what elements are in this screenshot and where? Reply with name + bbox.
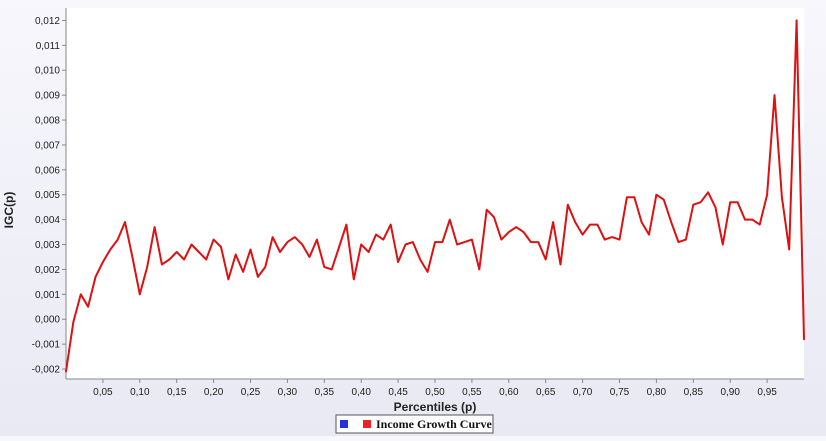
y-tick-label: 0,007 [35, 140, 60, 151]
x-tick-label: 0,10 [130, 387, 150, 398]
y-tick-label: 0,008 [35, 116, 60, 127]
x-tick-label: 0,30 [278, 387, 298, 398]
x-tick-label: 0,20 [204, 387, 224, 398]
y-tick-label: 0,012 [35, 16, 60, 27]
y-axis-title: IGC(p) [2, 192, 16, 229]
x-tick-label: 0,55 [462, 387, 482, 398]
x-tick-label: 0,60 [499, 387, 519, 398]
x-tick-label: 0,80 [647, 387, 667, 398]
series-line-income-growth-curve [65, 19, 805, 373]
x-tick-label: 0,90 [720, 387, 740, 398]
y-tick-label: 0,006 [35, 165, 60, 176]
y-tick-label: 0,011 [36, 41, 61, 52]
x-tick-label: 0,50 [425, 387, 445, 398]
x-tick-label: 0,45 [388, 387, 408, 398]
legend-label: Income Growth Curve [376, 417, 492, 431]
x-tick-label: 0,25 [241, 387, 261, 398]
y-tick-label: -0,001 [32, 340, 61, 351]
x-tick-label: 0,40 [351, 387, 371, 398]
y-tick-label: 0,003 [35, 240, 60, 251]
y-tick-label: 0,004 [35, 215, 60, 226]
y-tick-label: 0,000 [35, 315, 60, 326]
x-tick-label: 0,95 [757, 387, 777, 398]
series-layer [65, 19, 805, 373]
legend-box [335, 414, 494, 434]
x-tick-label: 0,15 [167, 387, 187, 398]
x-axis-title: Percentiles (p) [394, 400, 477, 414]
y-tick-label: 0,010 [35, 66, 60, 77]
y-tick-label: -0,002 [32, 365, 61, 376]
legend-swatch-blue [340, 420, 348, 428]
x-tick-label: 0,75 [610, 387, 630, 398]
x-tick-label: 0,35 [315, 387, 335, 398]
x-tick-label: 0,85 [684, 387, 704, 398]
legend: Income Growth Curve [335, 414, 494, 434]
x-axis-ticks: 0,05 0,10 0,15 0,20 0,25 0,30 0,35 0,40 0,45 0,50… [93, 379, 777, 398]
x-tick-label: 0,05 [93, 387, 113, 398]
y-tick-label: 0,009 [35, 91, 60, 102]
legend-swatch-red [363, 420, 371, 428]
plot-area [66, 8, 804, 379]
y-axis-ticks: -0,002 -0,001 0,000 0,001 0,002 0,003 0,004 0,0… [32, 16, 66, 376]
x-tick-label: 0,65 [536, 387, 556, 398]
y-tick-label: 0,001 [35, 290, 60, 301]
x-tick-label: 0,70 [573, 387, 593, 398]
y-tick-label: 0,002 [35, 265, 60, 276]
y-tick-label: 0,005 [35, 190, 60, 201]
